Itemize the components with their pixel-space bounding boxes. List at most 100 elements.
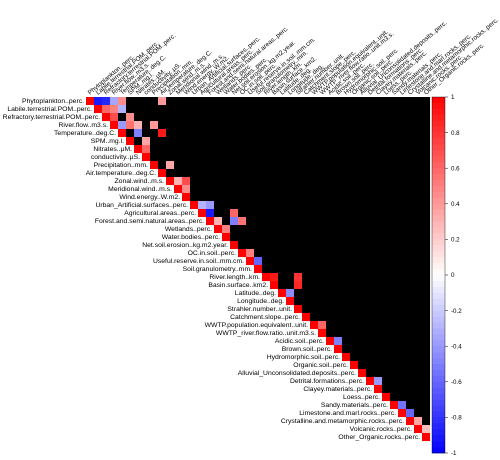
heatmap-cell bbox=[334, 305, 343, 314]
heatmap-cell bbox=[422, 313, 431, 322]
heatmap-cell bbox=[422, 393, 431, 402]
heatmap-cell bbox=[150, 121, 159, 130]
heatmap-cell bbox=[366, 185, 375, 194]
heatmap-cell bbox=[198, 209, 207, 218]
heatmap-cell bbox=[398, 281, 407, 290]
heatmap-cell bbox=[206, 105, 215, 114]
heatmap-cell bbox=[422, 337, 431, 346]
heatmap-cell bbox=[358, 273, 367, 282]
heatmap-cell bbox=[366, 281, 375, 290]
heatmap-cell bbox=[238, 137, 247, 146]
heatmap-cell bbox=[342, 337, 351, 346]
heatmap-cell bbox=[366, 241, 375, 250]
heatmap-cell bbox=[414, 257, 423, 266]
colorbar-swatch bbox=[432, 97, 445, 104]
heatmap-cell bbox=[382, 161, 391, 170]
heatmap-cell bbox=[198, 185, 207, 194]
heatmap-cell bbox=[342, 185, 351, 194]
heatmap-cell bbox=[166, 129, 175, 138]
heatmap-cell bbox=[302, 209, 311, 218]
heatmap-cell bbox=[310, 257, 319, 266]
heatmap-cell bbox=[246, 233, 255, 242]
heatmap-cell bbox=[374, 113, 383, 122]
heatmap-cell bbox=[270, 185, 279, 194]
heatmap-cell bbox=[350, 169, 359, 178]
heatmap-cell bbox=[398, 209, 407, 218]
row-label: Detrital.formations..perc. bbox=[290, 378, 364, 385]
heatmap-cell bbox=[206, 113, 215, 122]
heatmap-cell bbox=[294, 169, 303, 178]
heatmap-cell bbox=[390, 377, 399, 386]
heatmap-cell bbox=[310, 217, 319, 226]
heatmap-cell bbox=[366, 113, 375, 122]
heatmap-cell bbox=[414, 305, 423, 314]
heatmap-cell bbox=[222, 145, 231, 154]
heatmap-cell bbox=[294, 185, 303, 194]
heatmap-cell bbox=[366, 249, 375, 258]
colorbar-swatch bbox=[432, 186, 445, 193]
row-label: Water.bodies..perc. bbox=[162, 234, 220, 241]
heatmap-cell bbox=[334, 225, 343, 234]
heatmap-cell bbox=[358, 281, 367, 290]
heatmap-cell bbox=[414, 97, 423, 106]
heatmap-cell bbox=[270, 177, 279, 186]
heatmap-cell bbox=[382, 337, 391, 346]
heatmap-cell bbox=[382, 217, 391, 226]
heatmap-cell bbox=[334, 129, 343, 138]
heatmap-cell bbox=[294, 153, 303, 162]
heatmap-cell bbox=[318, 265, 327, 274]
row-label: Meridional.wind..m.s. bbox=[108, 186, 172, 193]
heatmap-cell bbox=[326, 273, 335, 282]
heatmap-cell bbox=[390, 281, 399, 290]
heatmap-cell bbox=[358, 105, 367, 114]
heatmap-cell bbox=[206, 217, 215, 226]
heatmap-cell bbox=[406, 217, 415, 226]
heatmap-cell bbox=[182, 129, 191, 138]
heatmap-cell bbox=[238, 105, 247, 114]
heatmap-cell bbox=[318, 273, 327, 282]
heatmap-cell bbox=[286, 201, 295, 210]
heatmap-cell bbox=[174, 97, 183, 106]
heatmap-cell bbox=[342, 297, 351, 306]
heatmap-cell bbox=[398, 409, 407, 418]
heatmap-cell bbox=[310, 297, 319, 306]
heatmap-cell bbox=[246, 257, 255, 266]
heatmap-cell bbox=[414, 225, 423, 234]
heatmap-cell bbox=[406, 393, 415, 402]
heatmap-cell bbox=[358, 233, 367, 242]
heatmap-cell bbox=[374, 105, 383, 114]
heatmap-cell bbox=[350, 177, 359, 186]
heatmap-cell bbox=[366, 321, 375, 330]
heatmap-cell bbox=[318, 113, 327, 122]
heatmap-cell bbox=[342, 345, 351, 354]
heatmap-cell bbox=[350, 289, 359, 298]
colorbar-swatch bbox=[432, 269, 445, 276]
heatmap-cell bbox=[318, 169, 327, 178]
heatmap-cell bbox=[366, 121, 375, 130]
heatmap-cell bbox=[366, 289, 375, 298]
heatmap-cell bbox=[278, 273, 287, 282]
heatmap-cell bbox=[246, 209, 255, 218]
heatmap-cell bbox=[294, 97, 303, 106]
heatmap-cell bbox=[414, 321, 423, 330]
row-label: Catchment.slope..perc. bbox=[230, 314, 300, 321]
heatmap-cell bbox=[334, 345, 343, 354]
heatmap-cell bbox=[390, 369, 399, 378]
heatmap-cell bbox=[366, 353, 375, 362]
heatmap-cell bbox=[142, 137, 151, 146]
heatmap-cell bbox=[326, 177, 335, 186]
heatmap-cell bbox=[374, 97, 383, 106]
heatmap-cell bbox=[398, 201, 407, 210]
heatmap-cell bbox=[142, 121, 151, 130]
heatmap-cell bbox=[342, 105, 351, 114]
heatmap-cell bbox=[398, 305, 407, 314]
colorbar-swatch bbox=[432, 423, 445, 430]
heatmap-cell bbox=[318, 289, 327, 298]
heatmap-cell bbox=[334, 273, 343, 282]
heatmap-cell bbox=[398, 329, 407, 338]
heatmap-cell bbox=[374, 305, 383, 314]
heatmap-cell bbox=[342, 273, 351, 282]
heatmap-cell bbox=[206, 193, 215, 202]
heatmap-cell bbox=[110, 97, 119, 106]
heatmap-cell bbox=[262, 97, 271, 106]
